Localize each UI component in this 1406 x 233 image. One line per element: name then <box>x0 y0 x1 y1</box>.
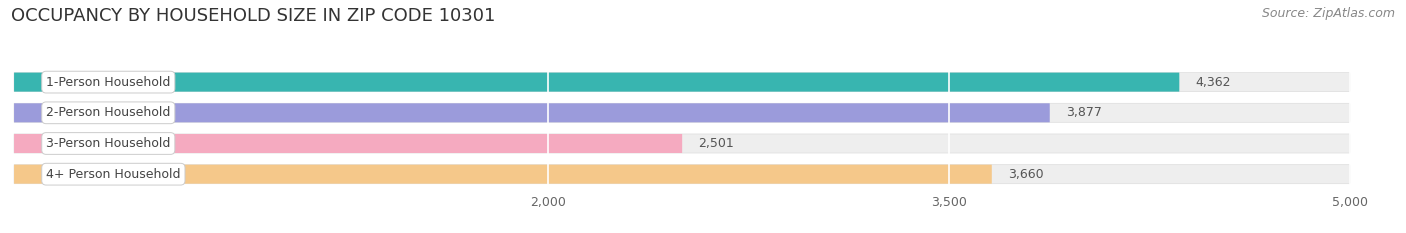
Text: 3,877: 3,877 <box>1066 106 1102 119</box>
FancyBboxPatch shape <box>14 165 991 184</box>
Text: 4,362: 4,362 <box>1195 76 1230 89</box>
Text: 4+ Person Household: 4+ Person Household <box>46 168 180 181</box>
FancyBboxPatch shape <box>14 103 1350 122</box>
FancyBboxPatch shape <box>14 73 1350 92</box>
FancyBboxPatch shape <box>14 103 1050 122</box>
Text: 3,660: 3,660 <box>1008 168 1043 181</box>
Text: OCCUPANCY BY HOUSEHOLD SIZE IN ZIP CODE 10301: OCCUPANCY BY HOUSEHOLD SIZE IN ZIP CODE … <box>11 7 496 25</box>
Text: 3-Person Household: 3-Person Household <box>46 137 170 150</box>
Text: 1-Person Household: 1-Person Household <box>46 76 170 89</box>
FancyBboxPatch shape <box>14 165 1350 184</box>
FancyBboxPatch shape <box>14 134 1350 153</box>
FancyBboxPatch shape <box>14 134 682 153</box>
FancyBboxPatch shape <box>14 73 1180 92</box>
Text: Source: ZipAtlas.com: Source: ZipAtlas.com <box>1261 7 1395 20</box>
Text: 2,501: 2,501 <box>699 137 734 150</box>
Text: 2-Person Household: 2-Person Household <box>46 106 170 119</box>
